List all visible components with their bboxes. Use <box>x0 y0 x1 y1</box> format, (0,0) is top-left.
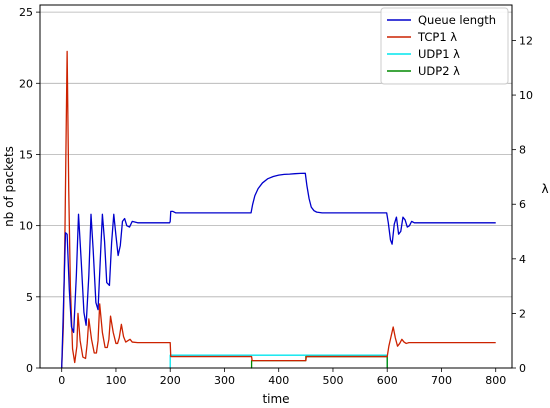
y-left-axis-label: nb of packets <box>2 146 16 227</box>
y-left-tick-label-1: 5 <box>26 291 33 304</box>
y-left-tick-label-3: 15 <box>19 148 33 161</box>
series-line-udp2- <box>250 355 388 369</box>
y-right-tick-label-4: 8 <box>519 144 526 157</box>
x-axis-label: time <box>262 392 289 406</box>
x-tick-label-0: 0 <box>58 374 65 387</box>
y-right-tick-label-2: 4 <box>519 253 526 266</box>
x-tick-label-2: 200 <box>160 374 181 387</box>
y-right-tick-label-5: 10 <box>519 89 533 102</box>
x-axis-ticks: 0 100 200 300 400 500 600 700 800 <box>58 368 506 387</box>
x-tick-label-3: 300 <box>214 374 235 387</box>
y-left-tick-label-0: 0 <box>26 362 33 375</box>
y-left-axis-ticks: 0 5 10 15 20 25 <box>19 6 40 375</box>
x-tick-label-8: 800 <box>485 374 506 387</box>
plot-frame <box>39 4 513 369</box>
y-left-tick-label-2: 10 <box>19 220 33 233</box>
x-tick-label-7: 700 <box>431 374 452 387</box>
y-left-tick-label-5: 25 <box>19 6 33 19</box>
series-line-tcp1- <box>61 50 496 369</box>
series-layer <box>61 50 496 369</box>
y-right-tick-label-3: 6 <box>519 198 526 211</box>
legend: Queue length TCP1 λ UDP1 λ UDP2 λ <box>380 7 509 85</box>
x-tick-label-5: 500 <box>322 374 343 387</box>
legend-label-3: UDP2 λ <box>418 64 460 78</box>
y-left-tick-label-4: 20 <box>19 77 33 90</box>
y-right-axis-label: λ <box>541 182 548 196</box>
x-tick-label-6: 600 <box>377 374 398 387</box>
y-right-tick-label-0: 0 <box>519 362 526 375</box>
legend-box <box>380 7 509 85</box>
legend-label-0: Queue length <box>418 13 496 27</box>
x-tick-label-1: 100 <box>105 374 126 387</box>
series-line-queue-length <box>61 172 496 369</box>
x-tick-label-4: 400 <box>268 374 289 387</box>
legend-label-2: UDP1 λ <box>418 47 460 61</box>
legend-label-1: TCP1 λ <box>417 30 457 44</box>
y-right-axis-ticks: 0 2 4 6 8 10 12 <box>512 34 533 375</box>
y-right-tick-label-1: 2 <box>519 307 526 320</box>
y-right-tick-label-6: 12 <box>519 34 533 47</box>
